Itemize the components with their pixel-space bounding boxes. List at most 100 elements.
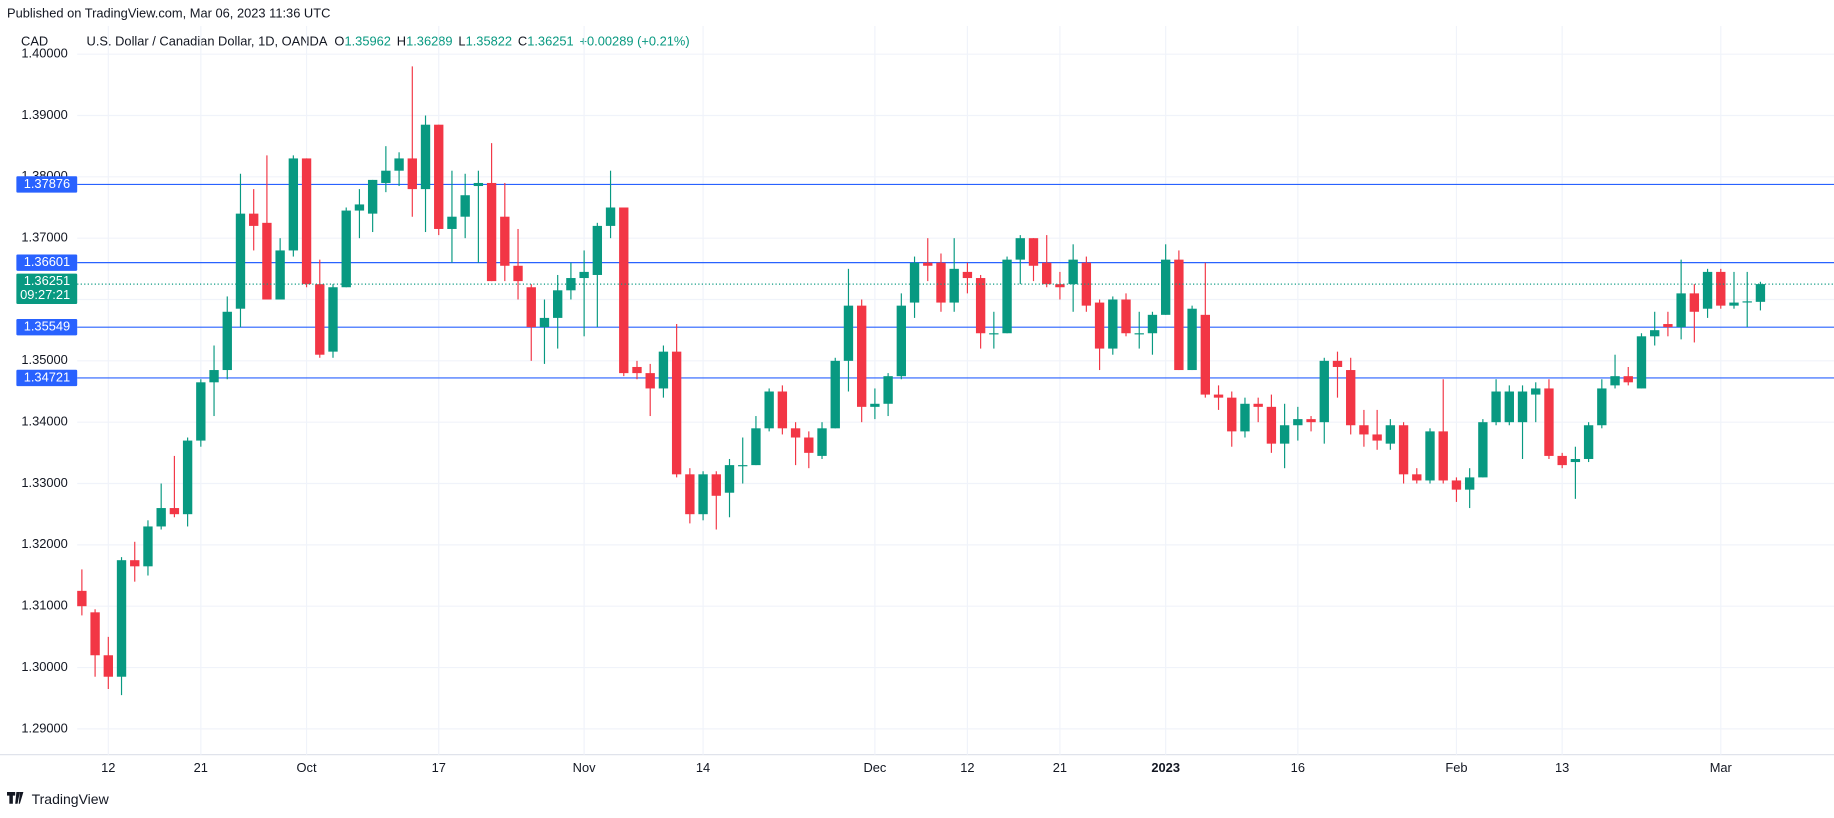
legend-key: L — [458, 34, 465, 49]
candle-body — [539, 317, 550, 328]
symbol: CAD — [21, 34, 48, 49]
candle-body — [1346, 370, 1356, 426]
candle-body — [1028, 238, 1039, 266]
candle-body — [1398, 425, 1409, 475]
x-tick-label: 13 — [1555, 760, 1569, 775]
candle-body — [804, 437, 814, 453]
candle-body — [1266, 406, 1277, 444]
candle-body — [1702, 271, 1713, 309]
candle-body — [1174, 259, 1184, 371]
candle-body — [1306, 419, 1316, 423]
candle-body — [1121, 299, 1131, 334]
candle-body — [130, 560, 140, 567]
candle-body — [1042, 262, 1052, 285]
candle-body — [1319, 360, 1329, 423]
candle-body — [1650, 330, 1660, 337]
published: Published on TradingView.com, Mar 06, 20… — [7, 6, 330, 21]
y-tick-label: 1.39000 — [21, 107, 67, 122]
x-tick-label: Oct — [297, 760, 317, 775]
candle-body — [182, 440, 193, 515]
candle-body — [1623, 376, 1633, 383]
candle-body — [724, 465, 735, 493]
candle-body — [1055, 284, 1065, 288]
countdown: 09:27:21 — [20, 287, 70, 302]
candle-body — [1689, 293, 1700, 312]
brand: TradingView — [32, 791, 110, 807]
price-label: 1.36251 — [24, 273, 70, 288]
candle-body — [394, 158, 404, 171]
candle-body — [77, 590, 87, 607]
y-tick-label: 1.30000 — [21, 659, 67, 674]
candle-body — [500, 216, 510, 266]
x-tick-label: Dec — [863, 760, 886, 775]
legend-value: 1.35822 — [466, 34, 512, 49]
candle-body — [949, 268, 959, 303]
candle-body — [1068, 259, 1078, 285]
candle-body — [1531, 388, 1541, 395]
candle-body — [1636, 336, 1647, 389]
candle-body — [671, 351, 682, 475]
candle-body — [909, 262, 920, 303]
candle-body — [1002, 259, 1012, 334]
candle-body — [196, 382, 206, 441]
candle-body — [447, 216, 457, 229]
candle-body — [434, 124, 444, 229]
candle-body — [1425, 431, 1435, 481]
x-tick-label: 17 — [432, 760, 446, 775]
candle-body — [103, 655, 113, 677]
candle-body — [1504, 391, 1514, 423]
candle-body — [1544, 388, 1554, 456]
y-tick-label: 1.32000 — [21, 536, 67, 551]
candle-body — [605, 207, 616, 226]
y-tick-label: 1.35000 — [21, 352, 67, 367]
x-tick-label: Mar — [1710, 760, 1733, 775]
candle-body — [1147, 314, 1158, 334]
candle-body — [301, 158, 312, 285]
candle-body — [1478, 422, 1488, 478]
candle-body — [262, 222, 272, 300]
logo — [7, 792, 24, 804]
candle-body — [1517, 391, 1528, 423]
candle-body — [817, 428, 827, 456]
candle-body — [381, 170, 391, 183]
candle-body — [592, 225, 603, 275]
candle-body — [1742, 301, 1752, 303]
candle-body — [619, 207, 629, 374]
candle-body — [698, 474, 708, 515]
candle-body — [116, 560, 127, 677]
candle-body — [1557, 455, 1567, 466]
y-tick-label: 1.33000 — [21, 475, 67, 490]
candle-body — [1451, 480, 1462, 490]
candle-body — [367, 179, 378, 214]
candle-body — [1597, 388, 1607, 426]
candle-body — [1200, 314, 1210, 395]
candle-body — [962, 271, 973, 279]
candle-body — [1240, 403, 1250, 432]
candle-body — [896, 305, 907, 377]
candle-body — [513, 265, 523, 282]
candle-body — [989, 333, 999, 335]
candle-body — [1716, 271, 1726, 306]
candle-body — [1676, 293, 1686, 328]
candle-body — [777, 391, 788, 429]
candle-body — [566, 278, 576, 291]
candle-body — [1491, 391, 1501, 423]
legend-key: C — [518, 34, 527, 49]
candle-body — [354, 204, 365, 211]
x-tick-label: Feb — [1445, 760, 1467, 775]
candle-body — [460, 195, 470, 217]
x-tick-label: 21 — [1053, 760, 1067, 775]
level-label-box — [16, 254, 78, 271]
x-tick-label: 16 — [1291, 760, 1305, 775]
candle-body — [1570, 458, 1581, 463]
candle-body — [169, 508, 180, 515]
candle-body — [711, 474, 721, 496]
candle-body — [1583, 425, 1594, 459]
candle-body — [407, 158, 417, 190]
candle-body — [275, 250, 285, 300]
candle-body — [1213, 394, 1224, 398]
y-tick-label: 1.40000 — [21, 46, 67, 61]
candle-body — [579, 271, 589, 279]
candle-body — [1160, 259, 1171, 315]
